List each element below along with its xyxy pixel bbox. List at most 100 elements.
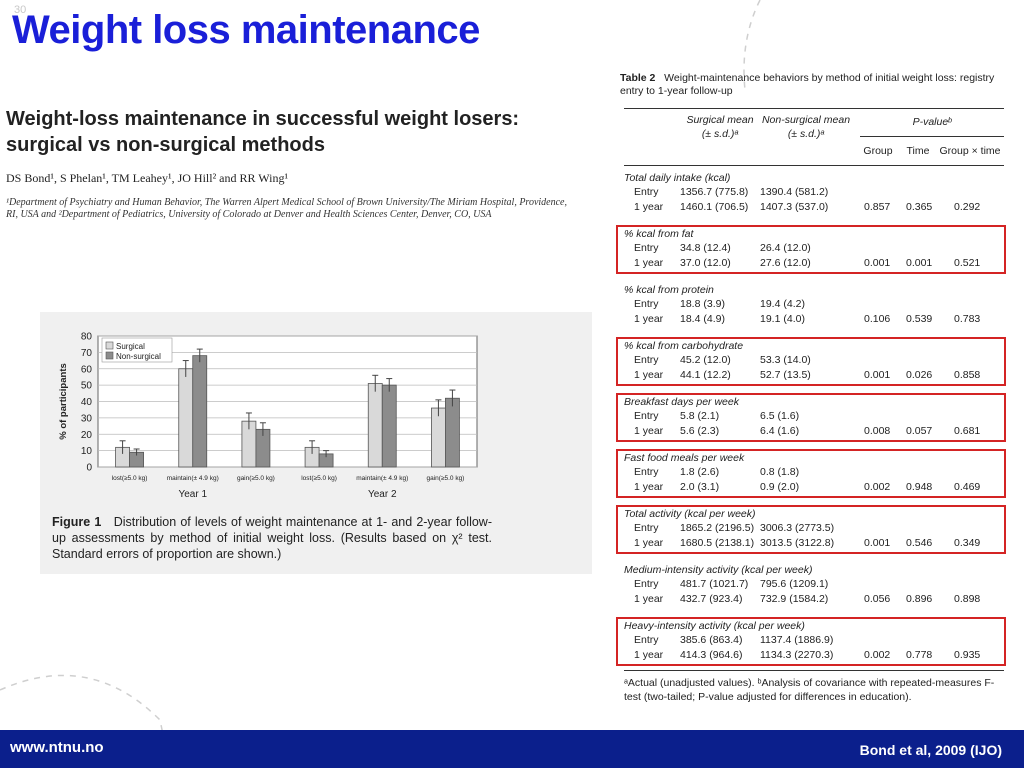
cell-p-time: 0.896	[906, 593, 933, 605]
table-row: 1 year 414.3 (964.6) 1134.3 (2270.3) 0.002 0…	[620, 649, 1010, 663]
cell-surgical: 432.7 (923.4)	[680, 593, 743, 605]
cell-p-time: 0.365	[906, 201, 933, 213]
figure-panel: 0 10 20 30 40 50 60 70 80 % of participants lost(≥…	[40, 312, 592, 574]
table-2: Table 2 Weight-maintenance behaviors by …	[616, 72, 1010, 703]
legend-swatch	[105, 351, 114, 360]
table-row: 1 year 1680.5 (2138.1) 3013.5 (3122.8) 0.00…	[620, 537, 1010, 551]
row-label: 1 year	[634, 257, 664, 269]
table-row: 1 year 1460.1 (706.5) 1407.3 (537.0) 0.857 0…	[620, 201, 1010, 215]
table-rule-bottom	[624, 670, 1004, 671]
table-row: Entry 45.2 (12.0) 53.3 (14.0)	[620, 354, 1010, 368]
cell-surgical: 1680.5 (2138.1)	[680, 537, 755, 549]
x-tick-label: maintain(± 4.9 kg)	[167, 475, 219, 482]
cell-p-group-x-time: 0.783	[954, 313, 981, 325]
cell-nonsurgical: 1134.3 (2270.3)	[760, 649, 834, 661]
table-row: Entry 5.8 (2.1) 6.5 (1.6)	[620, 410, 1010, 424]
table-section-title: Total activity (kcal per week)	[624, 508, 756, 520]
row-label: 1 year	[634, 537, 664, 549]
y-tick-label: 10	[81, 446, 93, 457]
table-row: Entry 385.6 (863.4) 1137.4 (1886.9)	[620, 634, 1010, 648]
cell-p-group-x-time: 0.858	[954, 369, 981, 381]
cell-p-time: 0.546	[906, 537, 933, 549]
cell-p-time: 0.778	[906, 649, 933, 661]
cell-p-group-x-time: 0.681	[954, 425, 981, 437]
table-row: 1 year 432.7 (923.4) 732.9 (1584.2) 0.056 0.…	[620, 593, 1010, 607]
bar-non-surgical	[381, 384, 397, 468]
header-pvalue: P-valueᵇ	[912, 116, 952, 128]
cell-p-group: 0.106	[864, 313, 891, 325]
table-row: Entry 481.7 (1021.7) 795.6 (1209.1)	[620, 578, 1010, 592]
table-row: Entry 1865.2 (2196.5) 3006.3 (2773.5)	[620, 522, 1010, 536]
row-label: Entry	[634, 578, 659, 590]
cell-surgical: 385.6 (863.4)	[680, 634, 743, 646]
cell-surgical: 1460.1 (706.5)	[680, 201, 749, 213]
table-caption: Table 2 Weight-maintenance behaviors by …	[620, 72, 1010, 98]
table-row: 1 year 5.6 (2.3) 6.4 (1.6) 0.008 0.057 0.681	[620, 425, 1010, 439]
bar-surgical	[178, 368, 194, 468]
cell-nonsurgical: 3013.5 (3122.8)	[760, 537, 835, 549]
bar-chart: 0 10 20 30 40 50 60 70 80 % of participants lost(≥…	[58, 332, 478, 500]
y-tick-label: 50	[81, 381, 93, 392]
cell-surgical: 2.0 (3.1)	[680, 481, 720, 493]
cell-p-time: 0.948	[906, 481, 933, 493]
bar-non-surgical	[192, 355, 208, 468]
table-row: Entry 34.8 (12.4) 26.4 (12.0)	[620, 242, 1010, 256]
slide-number: 30	[14, 4, 27, 16]
cell-surgical: 414.3 (964.6)	[680, 649, 743, 661]
group-label: Year 2	[368, 489, 397, 500]
cell-nonsurgical: 19.4 (4.2)	[760, 298, 805, 310]
y-tick-label: 20	[81, 430, 93, 441]
cell-p-group: 0.857	[864, 201, 891, 213]
cell-nonsurgical: 732.9 (1584.2)	[760, 593, 829, 605]
y-tick-label: 80	[81, 332, 93, 343]
footer-url[interactable]: www.ntnu.no	[10, 739, 104, 756]
cell-p-time: 0.539	[906, 313, 933, 325]
cell-p-group: 0.002	[864, 481, 891, 493]
y-axis-label: % of participants	[58, 363, 69, 440]
row-label: 1 year	[634, 313, 664, 325]
row-label: 1 year	[634, 425, 664, 437]
highlight-box	[616, 337, 1006, 386]
cell-p-group-x-time: 0.935	[954, 649, 981, 661]
row-label: Entry	[634, 522, 659, 534]
cell-nonsurgical: 6.4 (1.6)	[760, 425, 800, 437]
paper-affiliation: ¹Department of Psychiatry and Human Beha…	[6, 197, 567, 220]
paper-title-line2: surgical vs non-surgical methods	[6, 134, 325, 156]
cell-surgical: 5.8 (2.1)	[680, 410, 720, 422]
row-label: Entry	[634, 634, 659, 646]
table-section-title: Fast food meals per week	[624, 452, 745, 464]
cell-surgical: 37.0 (12.0)	[680, 257, 731, 269]
cell-p-group-x-time: 0.521	[954, 257, 981, 269]
row-label: 1 year	[634, 649, 664, 661]
cell-nonsurgical: 0.8 (1.8)	[760, 466, 800, 478]
cell-p-group: 0.056	[864, 593, 891, 605]
cell-p-group-x-time: 0.292	[954, 201, 981, 213]
cell-p-group-x-time: 0.898	[954, 593, 981, 605]
paper-title: Weight-loss maintenance in successful we…	[6, 106, 576, 158]
header-surgical-sd: (± s.d.)ᵃ	[701, 128, 739, 140]
y-tick-label: 60	[81, 364, 93, 375]
figure-caption: Figure 1 Distribution of levels of weigh…	[52, 514, 492, 562]
highlight-box	[616, 449, 1006, 498]
highlight-box	[616, 393, 1006, 442]
figure-caption-label: Figure 1	[52, 515, 102, 529]
cell-nonsurgical: 52.7 (13.5)	[760, 369, 811, 381]
cell-nonsurgical: 3006.3 (2773.5)	[760, 522, 835, 534]
x-tick-label: lost(≥5.0 kg)	[112, 475, 148, 482]
cell-surgical: 1865.2 (2196.5)	[680, 522, 755, 534]
row-label: 1 year	[634, 593, 664, 605]
x-tick-label: gain(≥5.0 kg)	[426, 475, 464, 482]
row-label: Entry	[634, 242, 659, 254]
cell-nonsurgical: 1390.4 (581.2)	[760, 186, 829, 198]
cell-nonsurgical: 6.5 (1.6)	[760, 410, 800, 422]
table-row: Entry 18.8 (3.9) 19.4 (4.2)	[620, 298, 1010, 312]
bar-surgical	[367, 383, 383, 468]
bar-surgical	[431, 407, 446, 468]
cell-p-group: 0.001	[864, 537, 891, 549]
row-label: 1 year	[634, 481, 664, 493]
table-label: Table 2	[620, 72, 656, 84]
cell-nonsurgical: 0.9 (2.0)	[760, 481, 800, 493]
paper-title-line1: Weight-loss maintenance in successful we…	[6, 108, 520, 130]
x-tick-label: lost(≥5.0 kg)	[301, 475, 337, 482]
